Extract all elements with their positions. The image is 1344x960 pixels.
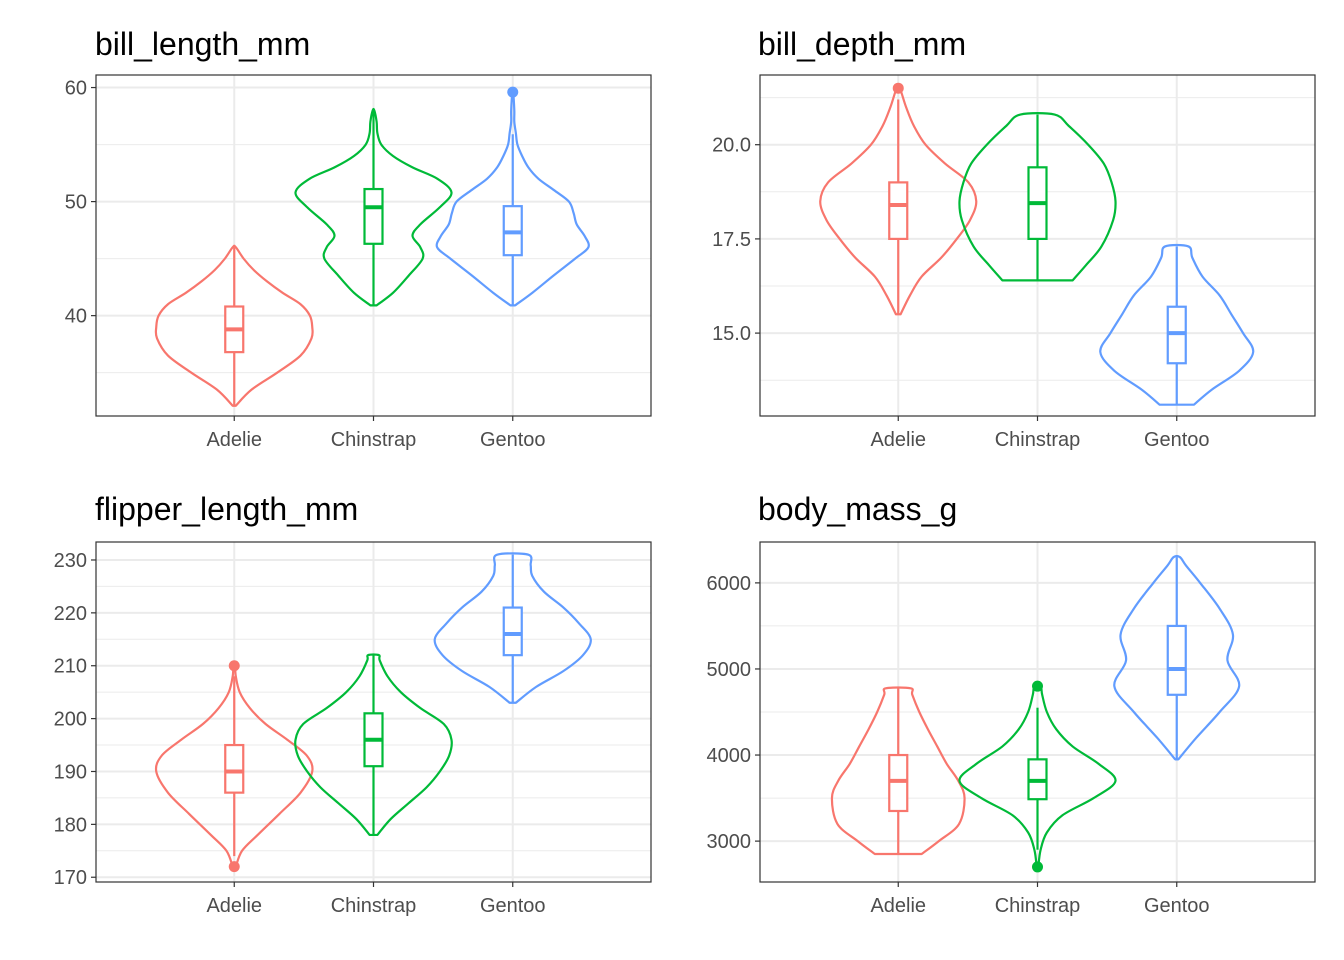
outlier-point (228, 861, 240, 873)
x-tick-label: Gentoo (480, 429, 546, 451)
violin-outline (294, 107, 453, 307)
violin-adelie (154, 660, 314, 873)
y-tick-label: 50 (65, 192, 87, 214)
y-tick-label: 5000 (707, 659, 752, 681)
x-tick-label: Gentoo (1144, 429, 1210, 451)
violin-gentoo (435, 86, 590, 307)
violin-adelie (830, 686, 966, 856)
panel-bill-depth-mm: bill_depth_mm 15.0 17.5 20.0 Adelie Chinstrap… (712, 26, 1316, 451)
violin-chinstrap (294, 107, 453, 307)
y-tick-label: 6000 (707, 573, 752, 595)
y-tick-label: 60 (65, 78, 87, 100)
outlier-point (1032, 680, 1043, 692)
panel-title: bill_length_mm (95, 26, 310, 62)
y-tick-label: 180 (54, 814, 87, 836)
violin-outline (154, 244, 314, 407)
violin-gentoo (1113, 554, 1241, 761)
outlier-point (228, 660, 240, 672)
y-tick-label: 15.0 (712, 323, 751, 345)
x-tick-label: Chinstrap (331, 895, 417, 917)
x-tick-label: Adelie (870, 429, 926, 451)
panel-title: bill_depth_mm (758, 26, 966, 62)
y-tick-label: 190 (54, 761, 87, 783)
box (888, 181, 909, 241)
y-tick-label: 4000 (707, 745, 752, 767)
violin-gentoo (1099, 243, 1255, 406)
x-tick-label: Adelie (206, 895, 262, 917)
y-tick-label: 3000 (707, 831, 752, 853)
outlier-point (892, 82, 904, 94)
violin-gentoo (433, 552, 592, 704)
violin-outline (958, 112, 1117, 282)
x-tick-label: Chinstrap (995, 429, 1081, 451)
y-tick-label: 17.5 (712, 229, 751, 251)
violin-outline (1113, 554, 1241, 761)
panel-bill-length-mm: bill_length_mm 40 50 60 Adelie Chinstrap Gento… (65, 26, 652, 451)
box (888, 753, 909, 813)
x-tick-label: Adelie (870, 895, 926, 917)
violin-outline (294, 653, 453, 837)
x-tick-label: Chinstrap (331, 429, 417, 451)
violin-outline (1099, 243, 1255, 406)
x-tick-label: Gentoo (1144, 895, 1210, 917)
violin-outline (830, 686, 966, 856)
outlier-point (1032, 861, 1043, 873)
y-tick-label: 210 (54, 656, 87, 678)
violin-chinstrap (958, 112, 1117, 282)
y-tick-label: 200 (54, 709, 87, 731)
box (502, 606, 523, 657)
box (224, 743, 245, 794)
x-tick-label: Adelie (206, 429, 262, 451)
violin-chinstrap (958, 680, 1117, 873)
y-tick-label: 170 (54, 867, 87, 889)
box (363, 187, 384, 245)
violin-outline (433, 552, 592, 704)
panel-body-mass-g: body_mass_g 3000 4000 5000 6000 Adelie Chinstr… (707, 491, 1316, 917)
panel-flipper-length-mm: flipper_length_mm 170 180 190 200 210 220 230 Ad… (54, 491, 652, 917)
box (1166, 624, 1187, 696)
violin-adelie (819, 82, 978, 316)
y-tick-label: 220 (54, 603, 87, 625)
violin-chinstrap (294, 653, 453, 837)
x-tick-label: Gentoo (480, 895, 546, 917)
panel-title: body_mass_g (758, 491, 957, 527)
x-tick-label: Chinstrap (995, 895, 1081, 917)
y-tick-label: 20.0 (712, 135, 751, 157)
y-tick-label: 230 (54, 550, 87, 572)
outlier-point (507, 86, 519, 98)
panel-title: flipper_length_mm (95, 491, 358, 527)
y-tick-label: 40 (65, 306, 87, 328)
violin-adelie (154, 244, 314, 407)
